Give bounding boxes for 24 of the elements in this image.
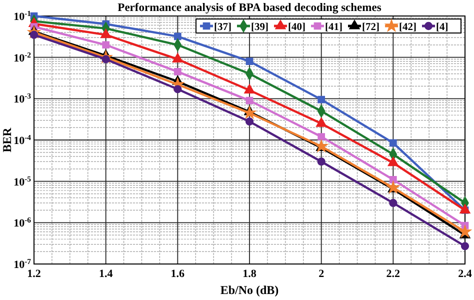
y-tick-label: 10$^{-2}$: [14, 50, 32, 64]
legend-label: [39]: [251, 22, 268, 33]
x-tick-label: 1.8: [242, 268, 257, 280]
y-tick-label: 10$^{-7}$: [14, 256, 32, 271]
x-axis-title: Eb/No (dB): [220, 283, 279, 297]
legend-label: [40]: [288, 22, 306, 33]
legend-label: [37]: [214, 22, 232, 33]
y-tick-label: 10$^{-3}$: [14, 91, 32, 106]
x-tick-label: 1.2: [27, 268, 42, 280]
y-tick-label: 10$^{-6}$: [14, 215, 32, 230]
y-tick-label: 10$^{-1}$: [14, 8, 32, 23]
y-tick-label: 10$^{-5}$: [14, 174, 32, 188]
x-tick-label: 1.4: [98, 268, 114, 280]
x-tick-label: 1.6: [170, 268, 186, 280]
chart-title: Performance analysis of BPA based decoding schemes: [118, 2, 382, 14]
legend-label: [42]: [399, 22, 416, 33]
x-tick-label: 2.4: [458, 268, 472, 280]
x-tick-label: 2.2: [386, 268, 401, 280]
legend-label: [41]: [325, 22, 342, 33]
y-axis-title: BER: [0, 127, 14, 152]
legend-label: [72]: [362, 22, 380, 33]
legend-label: [4]: [436, 22, 448, 33]
y-tick-label: 10$^{-4}$: [14, 132, 32, 147]
x-tick-label: 2: [318, 268, 325, 280]
